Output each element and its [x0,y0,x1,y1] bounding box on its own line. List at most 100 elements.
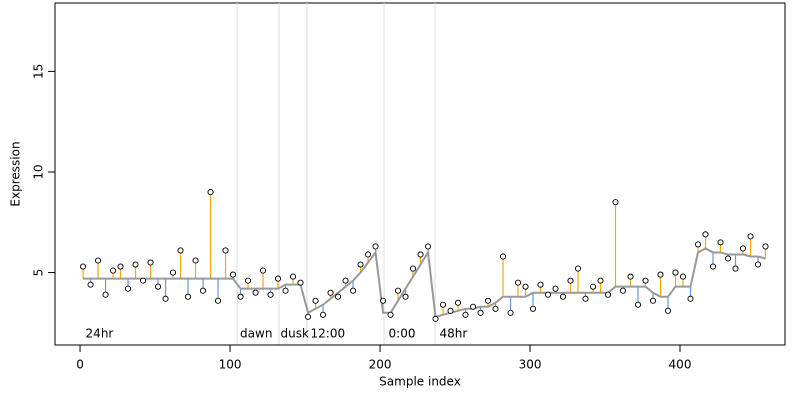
point [432,315,439,322]
point [484,297,492,304]
point [124,285,132,292]
point [492,305,499,312]
point [424,243,432,250]
point [177,247,184,254]
point [372,243,379,250]
point [574,265,582,272]
point [357,261,364,268]
point [102,291,109,298]
point [304,313,312,320]
x-tick-label: 400 [669,358,692,372]
point [87,281,94,288]
point [319,311,327,318]
point [334,293,342,300]
point [207,189,214,196]
point [267,291,274,298]
point [552,285,559,292]
point [192,257,199,264]
point [604,291,612,298]
x-tick-label: 100 [219,358,242,372]
point [664,307,672,314]
point [282,287,289,294]
y-tick-label: 10 [32,164,46,179]
point [559,293,567,300]
point [439,301,447,308]
point [417,251,424,258]
annotation: 12:00 [311,327,346,341]
point [327,289,334,296]
y-tick-label: 15 [32,64,46,79]
point [649,297,657,304]
point [402,293,409,300]
point [522,283,529,290]
point [289,273,297,280]
point [297,279,304,286]
point [229,271,237,278]
point [679,273,687,280]
point [589,283,597,290]
point [634,301,642,308]
point [184,293,192,300]
point [252,289,259,296]
point [94,257,102,264]
point [109,267,117,274]
point [237,293,244,300]
point [169,269,177,276]
point [214,297,222,304]
x-tick-label: 300 [519,358,542,372]
point [394,287,402,294]
point [469,303,477,310]
point [687,295,694,302]
point [454,299,462,306]
point [117,263,124,270]
point [514,279,522,286]
point [342,277,349,284]
fit-line [83,247,766,319]
y-axis-label: Expression [9,141,23,206]
point [154,283,162,290]
point [379,297,387,304]
point [274,275,282,282]
point [349,287,357,294]
x-tick-label: 200 [369,358,392,372]
point [597,277,604,284]
x-axis-label: Sample index [379,375,461,389]
point [762,243,769,250]
point [619,287,627,294]
point [409,265,417,272]
annotation: dusk [281,327,309,341]
annotation: 0:00 [389,327,416,341]
point [447,307,454,314]
annotation: 24hr [86,327,114,341]
point [672,269,679,276]
point [717,239,724,246]
point [732,265,739,272]
point [537,281,544,288]
point [694,241,702,248]
point [567,277,574,284]
point [364,251,372,258]
point [244,277,252,284]
point [627,273,634,280]
point [747,233,754,240]
point [79,263,87,270]
point [477,309,484,316]
point [739,245,747,252]
y-tick-label: 5 [32,269,46,277]
point [709,263,717,270]
annotation: 48hr [440,327,468,341]
point [139,277,147,284]
point [507,309,514,316]
point [162,295,169,302]
point [259,267,267,274]
point [499,253,507,260]
x-tick-label: 0 [76,358,84,372]
point [612,199,619,206]
plot-frame [54,2,786,346]
point [222,247,229,254]
point [132,261,139,268]
point [702,231,709,238]
point [724,255,732,262]
annotation: dawn [240,327,272,341]
